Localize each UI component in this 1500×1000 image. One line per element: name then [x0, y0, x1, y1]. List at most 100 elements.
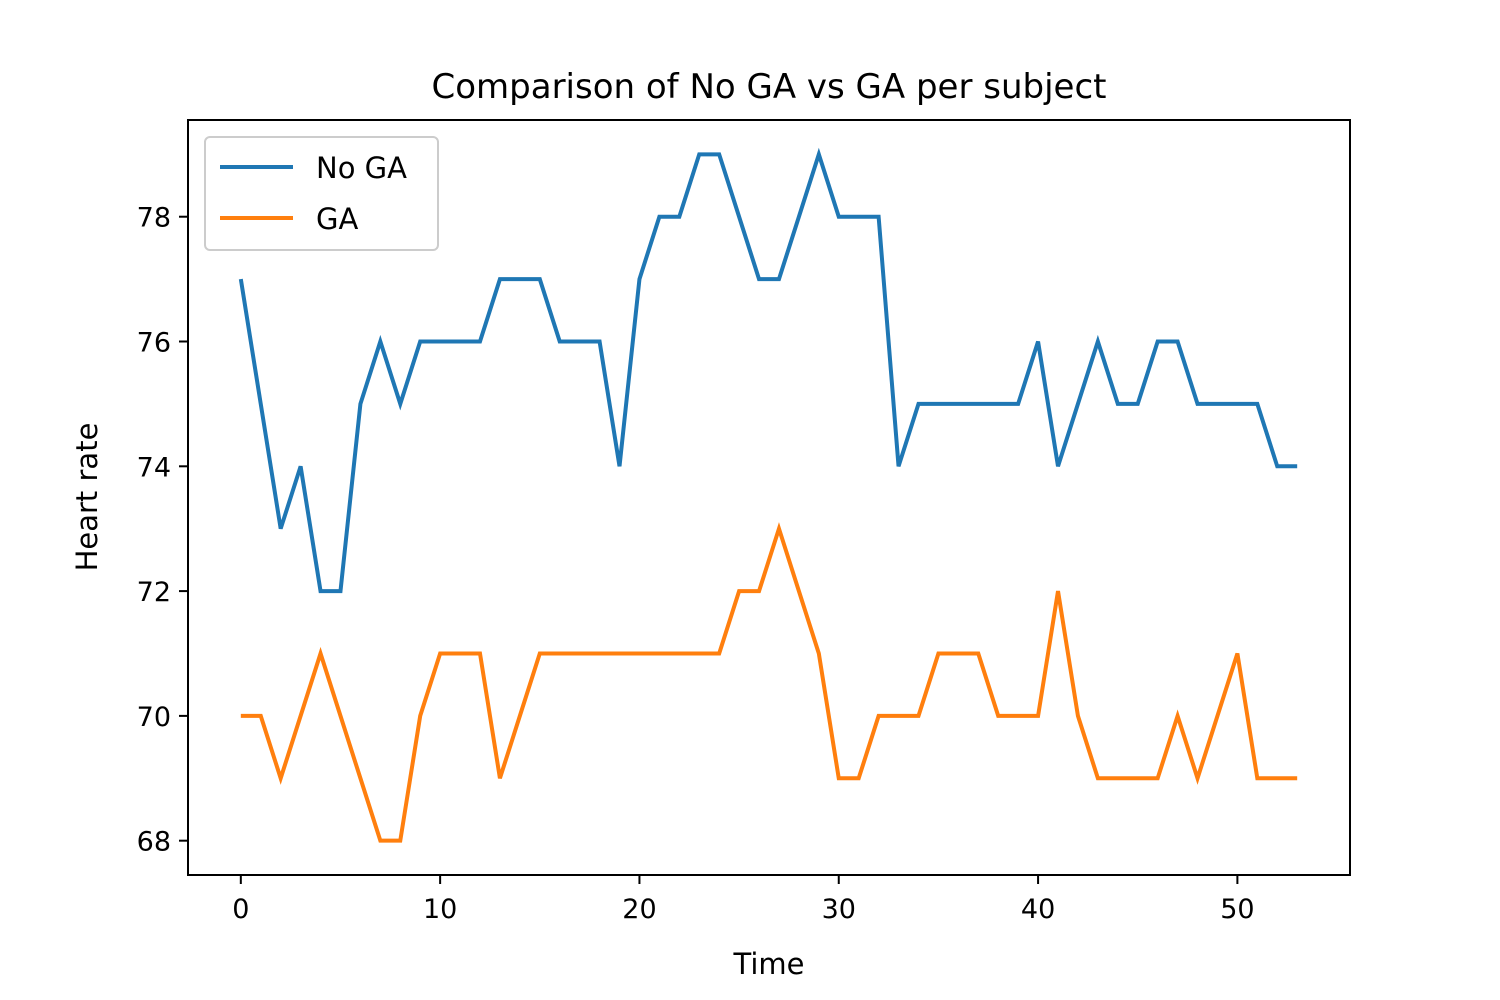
x-tick-label: 50: [1220, 894, 1254, 925]
data-point-no-ga: [796, 214, 801, 219]
data-point-ga: [1056, 589, 1061, 594]
data-point-no-ga: [298, 464, 303, 469]
data-point-ga: [757, 589, 762, 594]
data-point-no-ga: [1235, 401, 1240, 406]
y-tick-label: 76: [137, 328, 171, 359]
data-point-no-ga: [1255, 401, 1260, 406]
series-line-no-ga: [238, 147, 1298, 594]
data-point-no-ga: [776, 277, 781, 282]
data-point-ga: [258, 713, 263, 718]
data-point-ga: [1075, 713, 1080, 718]
data-point-ga: [976, 651, 981, 656]
chart-title: Comparison of No GA vs GA per subject: [432, 67, 1107, 107]
data-point-ga: [278, 776, 283, 781]
data-point-ga: [1275, 776, 1280, 781]
data-point-ga: [537, 651, 542, 656]
data-point-ga: [577, 651, 582, 656]
x-tick-label: 30: [822, 894, 856, 925]
data-point-ga: [438, 651, 443, 656]
data-point-ga: [1295, 776, 1300, 781]
y-tick-label: 78: [137, 203, 171, 234]
data-point-ga: [1235, 651, 1240, 656]
data-point-ga: [956, 651, 961, 656]
y-tick-label: 70: [137, 702, 171, 733]
data-point-no-ga: [737, 214, 742, 219]
series-layer: [238, 147, 1300, 843]
data-point-ga: [1195, 776, 1200, 781]
y-tick-label: 68: [137, 827, 171, 858]
legend-label-no-ga: No GA: [316, 151, 407, 185]
data-point-ga: [358, 776, 363, 781]
data-point-ga: [378, 838, 383, 843]
data-point-no-ga: [1275, 464, 1280, 469]
x-axis-label: Time: [733, 947, 805, 981]
data-point-no-ga: [856, 214, 861, 219]
data-point-no-ga: [816, 152, 821, 157]
data-point-no-ga: [418, 339, 423, 344]
data-point-ga: [497, 776, 502, 781]
x-tick-label: 0: [232, 894, 249, 925]
legend: No GA GA: [204, 136, 439, 251]
data-point-ga: [856, 776, 861, 781]
data-point-ga: [1255, 776, 1260, 781]
y-tick-label: 72: [137, 577, 171, 608]
data-point-no-ga: [517, 277, 522, 282]
data-point-ga: [816, 651, 821, 656]
y-axis-label: Heart rate: [70, 423, 104, 572]
data-point-ga: [557, 651, 562, 656]
data-point-no-ga: [956, 401, 961, 406]
data-point-no-ga: [378, 339, 383, 344]
data-point-no-ga: [996, 401, 1001, 406]
data-point-no-ga: [1175, 339, 1180, 344]
data-point-ga: [896, 713, 901, 718]
data-point-no-ga: [258, 401, 263, 406]
data-point-no-ga: [278, 526, 283, 531]
data-point-no-ga: [697, 152, 702, 157]
data-point-ga: [697, 651, 702, 656]
data-point-no-ga: [438, 339, 443, 344]
data-point-no-ga: [757, 277, 762, 282]
data-point-ga: [597, 651, 602, 656]
data-point-ga: [1175, 713, 1180, 718]
data-point-no-ga: [1155, 339, 1160, 344]
data-point-ga: [657, 651, 662, 656]
data-point-ga: [836, 776, 841, 781]
data-point-no-ga: [1135, 401, 1140, 406]
data-point-no-ga: [238, 277, 243, 282]
data-point-ga: [717, 651, 722, 656]
data-point-no-ga: [318, 589, 323, 594]
data-point-ga: [1036, 713, 1041, 718]
data-point-ga: [776, 526, 781, 531]
data-point-ga: [458, 651, 463, 656]
legend-label-ga: GA: [316, 202, 358, 236]
data-point-ga: [298, 713, 303, 718]
data-point-no-ga: [617, 464, 622, 469]
data-point-ga: [318, 651, 323, 656]
data-point-ga: [996, 713, 1001, 718]
data-point-no-ga: [458, 339, 463, 344]
data-point-ga: [398, 838, 403, 843]
data-point-ga: [1215, 713, 1220, 718]
data-point-no-ga: [876, 214, 881, 219]
data-point-no-ga: [657, 214, 662, 219]
plot-frame: [187, 119, 1351, 876]
data-point-ga: [477, 651, 482, 656]
data-point-no-ga: [1036, 339, 1041, 344]
data-point-no-ga: [1295, 464, 1300, 469]
x-tick-label: 40: [1021, 894, 1055, 925]
data-point-no-ga: [398, 401, 403, 406]
y-tick-label: 74: [137, 452, 171, 483]
data-point-no-ga: [916, 401, 921, 406]
data-point-no-ga: [1075, 401, 1080, 406]
data-point-ga: [1155, 776, 1160, 781]
data-point-no-ga: [1115, 401, 1120, 406]
x-tick-label: 20: [622, 894, 656, 925]
data-point-no-ga: [1095, 339, 1100, 344]
data-point-ga: [517, 713, 522, 718]
data-point-no-ga: [637, 277, 642, 282]
data-point-no-ga: [477, 339, 482, 344]
data-point-ga: [617, 651, 622, 656]
data-point-ga: [677, 651, 682, 656]
data-point-no-ga: [976, 401, 981, 406]
